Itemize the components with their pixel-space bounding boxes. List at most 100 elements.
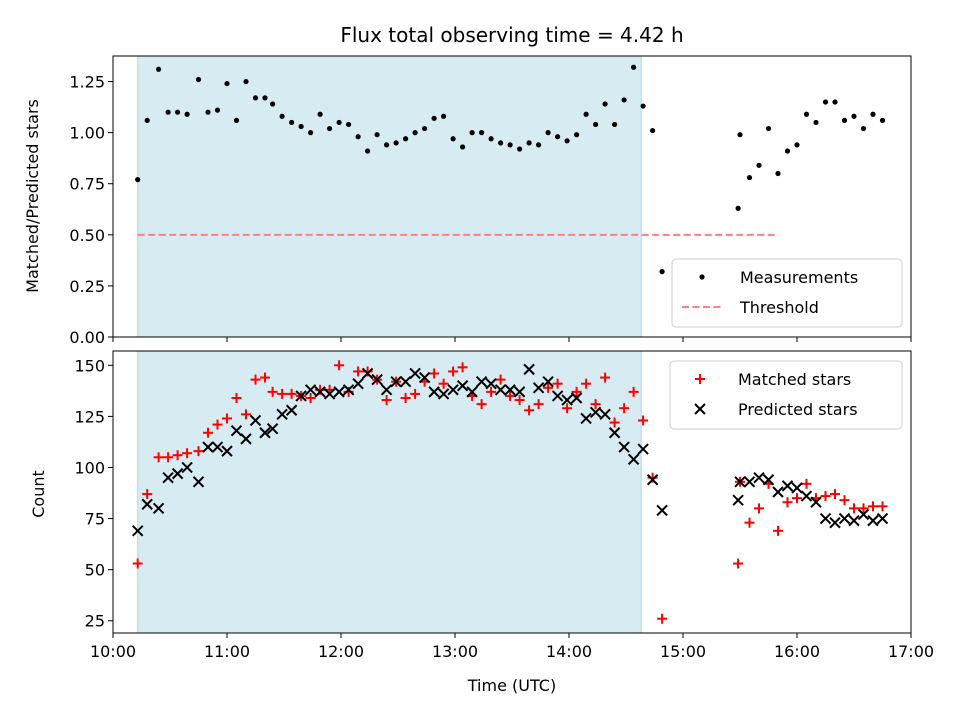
x-tick-label: 13:00	[432, 642, 478, 661]
data-point	[314, 386, 326, 398]
data-point	[543, 382, 554, 393]
marker-stroke	[561, 394, 573, 406]
legend-frame	[669, 360, 903, 430]
data-point	[775, 170, 781, 177]
data-point	[756, 162, 762, 168]
marker-stroke	[399, 375, 412, 388]
data-point	[184, 111, 190, 117]
data-point	[448, 366, 459, 377]
data-point	[270, 101, 276, 107]
data-point	[627, 453, 640, 466]
x-tick-label: 10:00	[90, 642, 136, 661]
legend-label-matched: Matched stars	[738, 370, 851, 389]
data-point	[259, 427, 271, 439]
data-point	[545, 130, 551, 136]
plot-frame	[112, 55, 912, 338]
marker-stroke	[513, 386, 526, 398]
data-point	[285, 404, 298, 416]
data-point	[476, 399, 487, 410]
data-point	[868, 501, 878, 512]
data-point	[619, 403, 630, 414]
data-point	[277, 388, 288, 399]
data-point	[298, 123, 304, 130]
data-point	[839, 495, 850, 506]
data-point	[832, 99, 838, 105]
data-point	[156, 66, 162, 72]
data-point	[142, 489, 153, 500]
data-point	[656, 504, 668, 517]
x-tick-label: 11:00	[204, 642, 250, 661]
data-point	[233, 117, 240, 123]
marker-stroke	[753, 471, 765, 484]
data-point	[514, 395, 525, 406]
data-point	[800, 490, 813, 502]
data-point	[494, 384, 507, 396]
data-point	[152, 502, 165, 515]
data-point	[754, 503, 764, 514]
data-point	[599, 408, 611, 421]
data-point	[851, 113, 857, 119]
data-point	[762, 474, 775, 486]
data-point	[172, 450, 183, 461]
series-matched-stars	[132, 360, 888, 624]
data-point	[250, 374, 261, 385]
marker-stroke	[599, 408, 611, 421]
marker-stroke	[589, 406, 602, 419]
data-point	[144, 117, 150, 123]
bottom-y-axis-label: Count	[29, 470, 48, 518]
data-point	[422, 125, 428, 132]
legend: Matched stars Predicted stars	[669, 360, 903, 430]
data-point	[252, 95, 259, 101]
data-point	[784, 148, 791, 154]
data-point	[659, 269, 665, 275]
data-point	[305, 393, 316, 403]
data-point	[336, 119, 342, 126]
data-point	[418, 371, 431, 384]
marker-stroke	[810, 496, 822, 508]
data-point	[403, 136, 409, 142]
marker-stroke	[532, 382, 545, 394]
data-point	[195, 76, 202, 83]
x-tick-label: 12:00	[318, 642, 364, 661]
marker-stroke	[342, 384, 355, 396]
marker-stroke	[285, 404, 298, 416]
data-point	[810, 496, 822, 508]
marker-stroke	[800, 490, 813, 502]
data-point	[857, 508, 870, 521]
data-point	[141, 498, 153, 510]
top-y-axis-label: Matched/Predicted stars	[23, 99, 42, 293]
marker-stroke	[352, 377, 364, 390]
data-point	[574, 132, 580, 138]
data-point	[447, 384, 459, 396]
data-point	[524, 405, 535, 416]
marker-stroke	[380, 384, 393, 396]
data-point	[192, 476, 205, 488]
data-point	[308, 130, 314, 136]
data-point	[870, 111, 876, 117]
top-panel: 0.00 0.25 0.50 0.75 1.00 1.25 Measurements Thre…	[69, 55, 912, 347]
data-point	[640, 103, 646, 109]
y-tick-label: 100	[74, 458, 105, 477]
data-point	[202, 441, 214, 453]
data-point	[231, 393, 242, 403]
marker-stroke	[152, 502, 165, 515]
marker-stroke	[743, 476, 756, 488]
data-point	[819, 512, 832, 525]
data-point	[221, 445, 233, 457]
marker-stroke	[141, 498, 153, 510]
data-point	[555, 134, 561, 140]
data-point	[628, 386, 639, 397]
data-point	[631, 64, 637, 70]
data-point	[323, 388, 336, 400]
data-point	[646, 474, 659, 486]
legend-label-threshold: Threshold	[739, 298, 819, 317]
data-point	[333, 386, 345, 398]
data-point	[533, 399, 544, 410]
marker-stroke	[211, 441, 224, 453]
marker-stroke	[202, 441, 214, 453]
observing-span	[137, 350, 642, 634]
marker-stroke	[428, 386, 440, 398]
marker-stroke	[867, 514, 879, 527]
marker-stroke	[637, 443, 649, 455]
